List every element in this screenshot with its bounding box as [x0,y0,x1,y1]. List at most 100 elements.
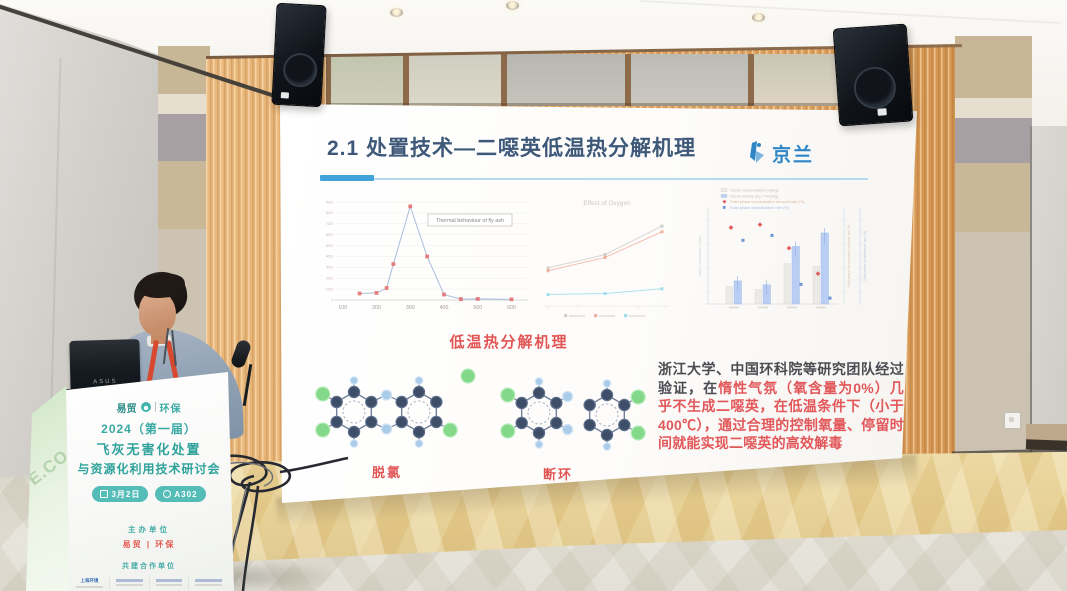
slide-section-label: 低温热分解机理 [449,334,569,351]
room-badge: A302 [155,486,206,502]
brand-huanbao: 环保 [159,403,182,415]
molecule-diagrams [315,368,646,451]
event-name-line2: 与资源化利用技术研讨会 [77,462,221,476]
paragraph-red-text: 惰性气氛（氧含量为0%）几乎不生成二噁英，在低温条件下（小于400℃），通过合理… [658,379,904,452]
svg-text:600: 600 [507,305,516,311]
glass-panel-row [326,54,848,106]
slide-paragraph: 浙江大学、中国环科院等研究团队经过验证，在惰性气氛（氧含量为0%）几乎不生成二噁… [658,360,904,453]
chart-effect-of-oxygen: Effect of Oxygen [544,200,670,318]
podium-watermark: E.CO [24,446,73,490]
jinglan-logo-icon [750,140,764,163]
podium-front-panel: 易贸 环保 2024（第一届） 飞灰无害化处置 与资源化利用技术研讨会 3月2日… [66,372,234,591]
chart-thermal-behaviour: 0 1000 2000 3000 4000 5000 6000 7000 8000 9000 100… [326,200,528,311]
svg-text:500: 500 [473,305,482,311]
organizer-label: 主办单位 [128,525,170,534]
partner-text-bar [115,579,143,582]
partner-logo-text: 上海环境 [80,578,99,584]
event-edition: 2024（第一届） [101,422,197,436]
location-pin-icon [163,490,172,498]
right-lower-wall [1026,424,1067,442]
svg-text:Thermal behaviour of fly ash: Thermal behaviour of fly ash [436,218,504,224]
glass-panel [754,54,842,106]
paragraph-dark-text: 浙江大学、中国环科院等研究团队经过验证，在 [658,361,904,396]
title-underline-thick [320,175,374,181]
svg-text:Solid phase concentration remo: Solid phase concentration removal rate (… [847,224,851,287]
wall-speaker-left [271,2,327,108]
partner-text-bar [155,584,183,586]
fabric-band [955,98,1032,118]
right-partition-wall [1030,126,1067,474]
wall-outlet [1004,412,1021,429]
jinglan-logo-text: 京兰 [772,145,815,166]
fabric-band [158,94,210,114]
presenter-face [139,291,176,336]
svg-text:Solid phase concentration remo: Solid phase concentration removal rate (… [730,199,805,204]
svg-text:Solid phase detoxification rat: Solid phase detoxification rate (%) [730,205,790,210]
svg-text:Effect of Oxygen: Effect of Oxygen [583,200,631,207]
partner-text-bar [115,584,143,586]
svg-text:4000: 4000 [326,255,333,259]
event-name-line1: 飞灰无害化处置 [96,442,202,457]
brand-yimao: 易贸 [116,403,137,415]
molecule-label-dechlorination: 脱氯 [371,465,402,480]
partner-logos-row: 上海环境 [70,577,228,590]
partner-text-bar [195,579,222,582]
molecule-label-ring-breaking: 断环 [542,467,573,482]
fabric-band [955,118,1032,163]
partner-logo [150,577,190,590]
glass-panel [408,54,501,106]
svg-text:Dioxin concentration (ng/kg): Dioxin concentration (ng/kg) [698,235,702,276]
svg-text:5000: 5000 [326,244,333,248]
svg-text:Solid phase detoxification rat: Solid phase detoxification rate (%) [863,231,867,281]
speaker-label [280,92,290,99]
speaker-label [877,108,887,116]
svg-text:3000: 3000 [326,266,333,270]
svg-text:1000: 1000 [326,287,333,291]
organizer-name: 易贸 | 环保 [122,540,176,549]
title-underline-thin [320,178,868,180]
brand-divider [154,402,156,412]
calendar-icon [100,490,109,498]
svg-text:200: 200 [372,305,381,311]
svg-text:400: 400 [440,305,449,311]
partner-logo: 上海环境 [70,577,110,590]
podium-side-panel: E.CO [26,386,72,591]
jinglan-logo: 京兰 [746,140,814,167]
ceiling-light-icon [506,1,519,10]
ceiling-light-icon [752,13,765,22]
speaker-woofer-icon [282,52,319,88]
svg-text:6000: 6000 [326,233,333,237]
svg-text:9000: 9000 [326,200,333,204]
glass-panel-bottom-trim [326,103,838,106]
podium-brand-row: 易贸 环保 [70,400,228,415]
fabric-band [158,114,210,161]
partner-logo [110,577,150,590]
svg-text:Dioxin concentration (ng/kg): Dioxin concentration (ng/kg) [730,188,779,193]
glass-panel [331,54,403,106]
partner-text-bar [195,584,222,586]
wall-seam [1030,126,1032,474]
fabric-band [158,161,210,229]
svg-text:2000: 2000 [326,277,333,281]
wave-logo-icon [140,402,151,412]
chart-dioxin-bars: Dioxin concentration (ng/kg)Dioxin toxic… [698,188,867,309]
svg-text:300: 300 [406,305,415,311]
svg-text:0: 0 [331,298,333,302]
speaker-woofer-icon [852,65,898,111]
svg-text:Dioxin toxicity (ng I-TEQ/kg): Dioxin toxicity (ng I-TEQ/kg) [730,193,779,198]
projection-screen-slide: 2.1 处置技术—二噁英低温热分解机理 京兰 0 1000 2000 3000 4000… [280,104,917,503]
svg-text:7000: 7000 [326,222,333,226]
glass-panel [630,54,749,106]
slide-title: 2.1 处置技术—二噁英低温热分解机理 [327,137,697,160]
date-badge: 3月2日 [92,486,149,502]
wall-speaker-right [832,23,914,127]
svg-text:100: 100 [338,305,347,311]
fabric-band [955,163,1032,232]
fabric-band [955,36,1032,98]
glass-panel [506,54,625,106]
fabric-wall-right [955,36,1032,456]
co-organizer-label: 共建合作单位 [122,563,176,570]
partner-text-bar [155,579,183,582]
partner-logo [189,577,228,590]
